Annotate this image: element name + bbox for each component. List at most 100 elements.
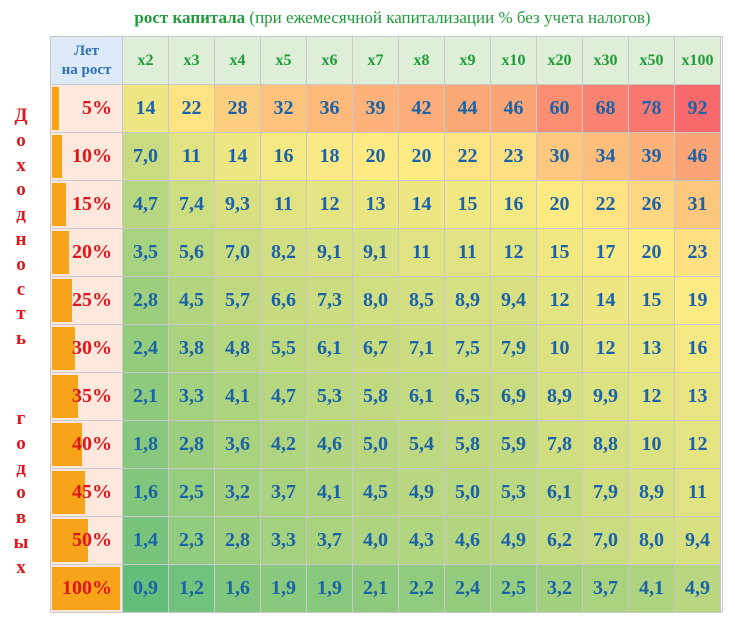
heatmap-cell: 15 bbox=[445, 181, 491, 229]
heatmap-cell: 3,2 bbox=[537, 565, 583, 613]
heatmap-cell: 9,3 bbox=[215, 181, 261, 229]
heatmap-cell: 3,2 bbox=[215, 469, 261, 517]
heatmap-cell: 5,9 bbox=[491, 421, 537, 469]
rate-row-header: 20% bbox=[51, 229, 123, 277]
rate-row-header: 50% bbox=[51, 517, 123, 565]
column-header: x50 bbox=[629, 37, 675, 85]
heatmap-cell: 4,1 bbox=[307, 469, 353, 517]
corner-header-line: на рост bbox=[61, 61, 112, 78]
column-header: x4 bbox=[215, 37, 261, 85]
heatmap-cell: 4,7 bbox=[123, 181, 169, 229]
heatmap-cell: 6,2 bbox=[537, 517, 583, 565]
heatmap-cell: 9,1 bbox=[353, 229, 399, 277]
heatmap-cell: 3,6 bbox=[215, 421, 261, 469]
heatmap-cell: 12 bbox=[491, 229, 537, 277]
heatmap-cell: 4,5 bbox=[353, 469, 399, 517]
heatmap-cell: 4,8 bbox=[215, 325, 261, 373]
heatmap-cell: 12 bbox=[675, 421, 721, 469]
side-label-letter: о bbox=[16, 179, 26, 201]
heatmap-cell: 46 bbox=[491, 85, 537, 133]
heatmap-cell: 22 bbox=[169, 85, 215, 133]
heatmap-cell: 68 bbox=[583, 85, 629, 133]
heatmap-cell: 4,3 bbox=[399, 517, 445, 565]
column-header: x100 bbox=[675, 37, 721, 85]
heatmap-cell: 5,8 bbox=[353, 373, 399, 421]
rate-row-header: 30% bbox=[51, 325, 123, 373]
heatmap-cell: 0,9 bbox=[123, 565, 169, 613]
heatmap-cell: 14 bbox=[583, 277, 629, 325]
heatmap-cell: 19 bbox=[675, 277, 721, 325]
heatmap-cell: 6,1 bbox=[307, 325, 353, 373]
heatmap-cell: 5,4 bbox=[399, 421, 445, 469]
heatmap-cell: 8,9 bbox=[445, 277, 491, 325]
heatmap-cell: 2,1 bbox=[123, 373, 169, 421]
heatmap-cell: 6,1 bbox=[537, 469, 583, 517]
heatmap-cell: 3,3 bbox=[169, 373, 215, 421]
heatmap-cell: 2,4 bbox=[123, 325, 169, 373]
heatmap-cell: 20 bbox=[537, 181, 583, 229]
heatmap-cell: 7,0 bbox=[583, 517, 629, 565]
heatmap-cell: 2,8 bbox=[215, 517, 261, 565]
heatmap-cell: 3,8 bbox=[169, 325, 215, 373]
side-label-letter: с bbox=[16, 278, 26, 300]
rate-label: 45% bbox=[72, 481, 112, 503]
heatmap-cell: 7,8 bbox=[537, 421, 583, 469]
rate-bar bbox=[52, 423, 82, 466]
heatmap-cell: 2,8 bbox=[123, 277, 169, 325]
heatmap-cell: 4,9 bbox=[399, 469, 445, 517]
heatmap-cell: 6,9 bbox=[491, 373, 537, 421]
heatmap-cell: 4,9 bbox=[675, 565, 721, 613]
column-header: x10 bbox=[491, 37, 537, 85]
heatmap-cell: 11 bbox=[261, 181, 307, 229]
rate-label: 20% bbox=[72, 241, 112, 263]
rate-row-header: 15% bbox=[51, 181, 123, 229]
heatmap-cell: 1,2 bbox=[169, 565, 215, 613]
heatmap-cell: 7,4 bbox=[169, 181, 215, 229]
heatmap-cell: 16 bbox=[261, 133, 307, 181]
heatmap-cell: 1,9 bbox=[261, 565, 307, 613]
rate-row-header: 100% bbox=[51, 565, 123, 613]
rate-label: 5% bbox=[82, 97, 112, 119]
heatmap-cell: 10 bbox=[629, 421, 675, 469]
heatmap-cell: 7,9 bbox=[491, 325, 537, 373]
heatmap-cell: 5,6 bbox=[169, 229, 215, 277]
rate-bar bbox=[52, 279, 72, 322]
heatmap-cell: 9,1 bbox=[307, 229, 353, 277]
heatmap-cell: 2,1 bbox=[353, 565, 399, 613]
column-header: x9 bbox=[445, 37, 491, 85]
heatmap-cell: 12 bbox=[629, 373, 675, 421]
heatmap-cell: 1,9 bbox=[307, 565, 353, 613]
heatmap-cell: 2,5 bbox=[491, 565, 537, 613]
heatmap-cell: 3,7 bbox=[583, 565, 629, 613]
chart-title: рост капитала (при ежемесячной капитализ… bbox=[50, 8, 735, 28]
heatmap-cell: 4,5 bbox=[169, 277, 215, 325]
heatmap-cell: 14 bbox=[215, 133, 261, 181]
heatmap-cell: 2,5 bbox=[169, 469, 215, 517]
heatmap-cell: 20 bbox=[399, 133, 445, 181]
rate-bar bbox=[52, 519, 88, 562]
heatmap-cell: 4,0 bbox=[353, 517, 399, 565]
heatmap-cell: 6,5 bbox=[445, 373, 491, 421]
heatmap-cell: 34 bbox=[583, 133, 629, 181]
rate-label: 15% bbox=[72, 193, 112, 215]
heatmap-cell: 11 bbox=[399, 229, 445, 277]
rate-row-header: 5% bbox=[51, 85, 123, 133]
heatmap-cell: 6,6 bbox=[261, 277, 307, 325]
rate-label: 30% bbox=[72, 337, 112, 359]
side-label-letter: о bbox=[16, 253, 26, 275]
rate-row-header: 35% bbox=[51, 373, 123, 421]
rate-row-header: 10% bbox=[51, 133, 123, 181]
column-header: x8 bbox=[399, 37, 445, 85]
chart-title-bold: рост капитала bbox=[134, 8, 246, 27]
heatmap-cell: 15 bbox=[629, 277, 675, 325]
rate-row-header: 25% bbox=[51, 277, 123, 325]
rate-label: 50% bbox=[72, 529, 112, 551]
heatmap-cell: 60 bbox=[537, 85, 583, 133]
heatmap-cell: 1,8 bbox=[123, 421, 169, 469]
heatmap-cell: 4,9 bbox=[491, 517, 537, 565]
heatmap-cell: 4,1 bbox=[629, 565, 675, 613]
side-label-letter: в bbox=[15, 507, 27, 529]
heatmap-cell: 1,6 bbox=[123, 469, 169, 517]
rate-bar bbox=[52, 87, 60, 130]
heatmap-cell: 2,2 bbox=[399, 565, 445, 613]
